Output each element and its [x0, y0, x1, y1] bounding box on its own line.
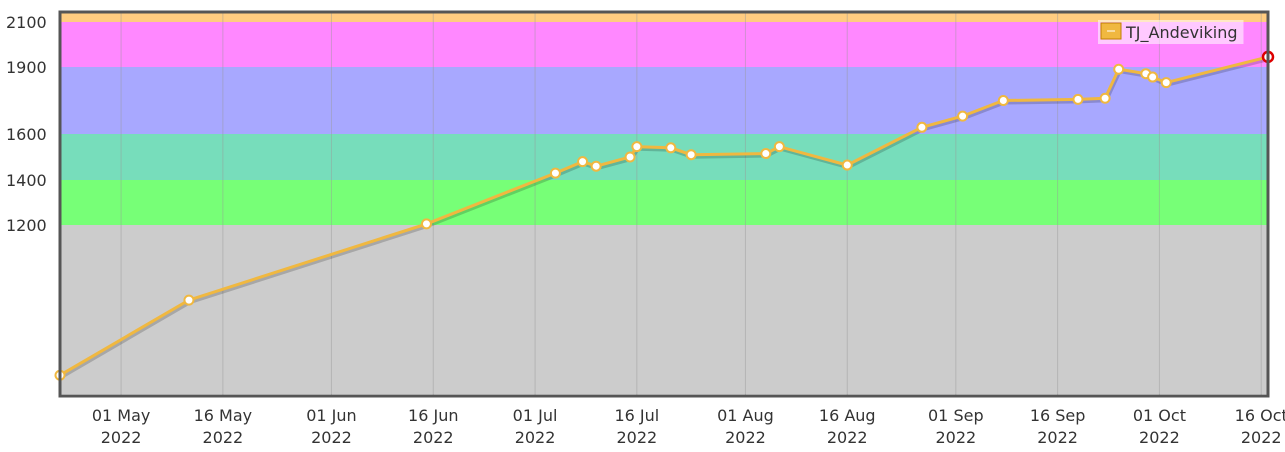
- x-tick-label: 16 Aug: [819, 406, 876, 425]
- data-point[interactable]: [916, 121, 928, 133]
- data-point[interactable]: [1099, 92, 1111, 104]
- y-tick-label: 1400: [6, 171, 47, 190]
- x-tick-label: 16 May: [194, 406, 253, 425]
- data-point[interactable]: [841, 159, 853, 171]
- rating-bands: [60, 12, 1268, 394]
- data-point[interactable]: [773, 141, 785, 153]
- data-point[interactable]: [957, 110, 969, 122]
- data-point[interactable]: [760, 148, 772, 160]
- y-tick-label: 1600: [6, 125, 47, 144]
- x-tick-year-label: 2022: [1037, 428, 1078, 447]
- data-point[interactable]: [665, 142, 677, 154]
- data-point[interactable]: [1072, 93, 1084, 105]
- x-axis-ticks: 01 May 2022 16 May 2022 01 Jun 2022 16 Jun 2022…: [92, 406, 1285, 447]
- x-tick-label: 16 Oct: [1235, 406, 1285, 425]
- data-point[interactable]: [577, 156, 589, 168]
- data-point[interactable]: [549, 167, 561, 179]
- data-point[interactable]: [1160, 77, 1172, 89]
- x-tick-year-label: 2022: [515, 428, 556, 447]
- x-tick-label: 16 Jun: [408, 406, 458, 425]
- rating-band: [60, 180, 1268, 225]
- x-tick-year-label: 2022: [1139, 428, 1180, 447]
- x-tick-label: 01 Jul: [513, 406, 558, 425]
- rating-band: [60, 134, 1268, 180]
- x-tick-year-label: 2022: [413, 428, 454, 447]
- x-tick-label: 01 Sep: [928, 406, 984, 425]
- plot-frame: [58, 10, 1270, 398]
- grid-lines: [120, 12, 1262, 396]
- y-tick-label: 1200: [6, 216, 47, 235]
- y-axis-ticks: 1200 1400 1600 1900 2100: [6, 13, 47, 235]
- y-tick-label: 1900: [6, 58, 47, 77]
- data-point[interactable]: [685, 149, 697, 161]
- legend-background: [1098, 20, 1244, 44]
- x-tick-label: 01 Oct: [1133, 406, 1186, 425]
- data-point[interactable]: [997, 95, 1009, 106]
- rating-band: [60, 12, 1268, 22]
- x-tick-label: 16 Sep: [1030, 406, 1086, 425]
- x-tick-label: 01 Aug: [717, 406, 774, 425]
- x-tick-year-label: 2022: [1241, 428, 1282, 447]
- x-tick-year-label: 2022: [725, 428, 766, 447]
- x-tick-label: 01 Jun: [306, 406, 356, 425]
- x-tick-year-label: 2022: [616, 428, 657, 447]
- data-point[interactable]: [1147, 71, 1159, 83]
- data-point[interactable]: [590, 160, 602, 172]
- rating-band: [60, 225, 1268, 394]
- data-point[interactable]: [420, 218, 432, 230]
- data-point[interactable]: [183, 294, 195, 306]
- x-tick-year-label: 2022: [101, 428, 142, 447]
- x-tick-year-label: 2022: [203, 428, 244, 447]
- rating-band: [60, 22, 1268, 67]
- data-point[interactable]: [1113, 63, 1125, 75]
- legend[interactable]: TJ_Andeviking: [1098, 20, 1244, 44]
- y-tick-label: 2100: [6, 13, 47, 32]
- legend-series-name: TJ_Andeviking: [1125, 23, 1238, 43]
- data-point[interactable]: [624, 151, 636, 163]
- x-tick-year-label: 2022: [827, 428, 868, 447]
- x-tick-label: 16 Jul: [614, 406, 659, 425]
- data-point[interactable]: [631, 141, 643, 153]
- x-tick-year-label: 2022: [935, 428, 976, 447]
- x-tick-label: 01 May: [92, 406, 151, 425]
- x-tick-year-label: 2022: [311, 428, 352, 447]
